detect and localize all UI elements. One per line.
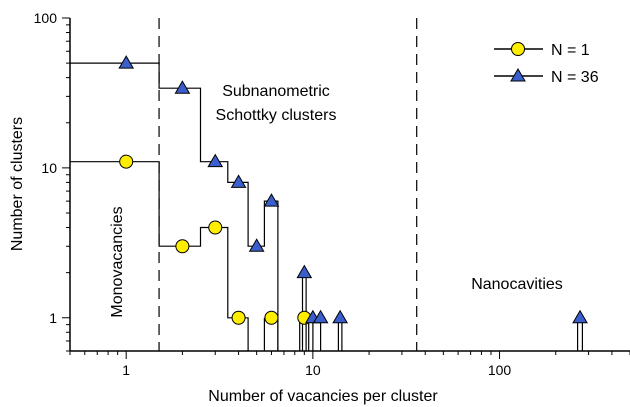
data-point-n1 (175, 239, 190, 254)
spike-n36-tall (301, 272, 307, 318)
legend-label-n36: N = 36 (551, 69, 599, 86)
y-tick-label: 10 (41, 160, 57, 176)
annotation-nanocavities: Nanocavities (471, 276, 563, 293)
spike-n36 (577, 317, 583, 351)
legend-marker-n36 (510, 68, 526, 82)
x-tick-label: 10 (305, 362, 321, 378)
data-point-n1 (264, 310, 279, 325)
x-axis-title: Number of vacancies per cluster (208, 388, 438, 405)
data-point-n36 (312, 309, 329, 324)
data-point-n36 (118, 55, 135, 69)
legend: N = 1 N = 36 (494, 42, 599, 86)
data-point-n36 (174, 80, 191, 94)
data-point-n36 (248, 238, 265, 252)
data-point-n36 (230, 174, 247, 188)
step-line-n36 (70, 62, 279, 351)
data-point-n1 (119, 154, 134, 169)
y-tick-label: 100 (34, 10, 58, 26)
annotation-subnanometric-line1: Subnanometric (222, 83, 330, 100)
spike-n36-pair (312, 317, 322, 351)
axes (69, 18, 630, 352)
ticks: 1 10 100 1 10 100 (34, 10, 630, 378)
data-point-n36 (332, 309, 349, 324)
annotation-subnanometric-line2: Schottky clusters (216, 107, 337, 124)
spike-n36 (337, 317, 343, 351)
data-point-n36 (263, 193, 280, 207)
legend-marker-n1 (511, 42, 525, 56)
annotation-monovacancies: Monovacancies (109, 206, 126, 317)
data-point-n1 (208, 220, 223, 235)
plot-markers (118, 55, 588, 325)
x-tick-label: 1 (122, 362, 130, 378)
y-axis-title: Number of clusters (9, 117, 26, 251)
spike-n1 (299, 317, 310, 351)
x-tick-label: 100 (488, 362, 512, 378)
data-point-n36 (572, 309, 588, 324)
y-tick-label: 1 (49, 310, 57, 326)
legend-label-n1: N = 1 (551, 42, 590, 59)
data-point-n36 (296, 264, 313, 279)
data-point-n1 (231, 310, 246, 325)
data-point-n36 (207, 153, 224, 168)
